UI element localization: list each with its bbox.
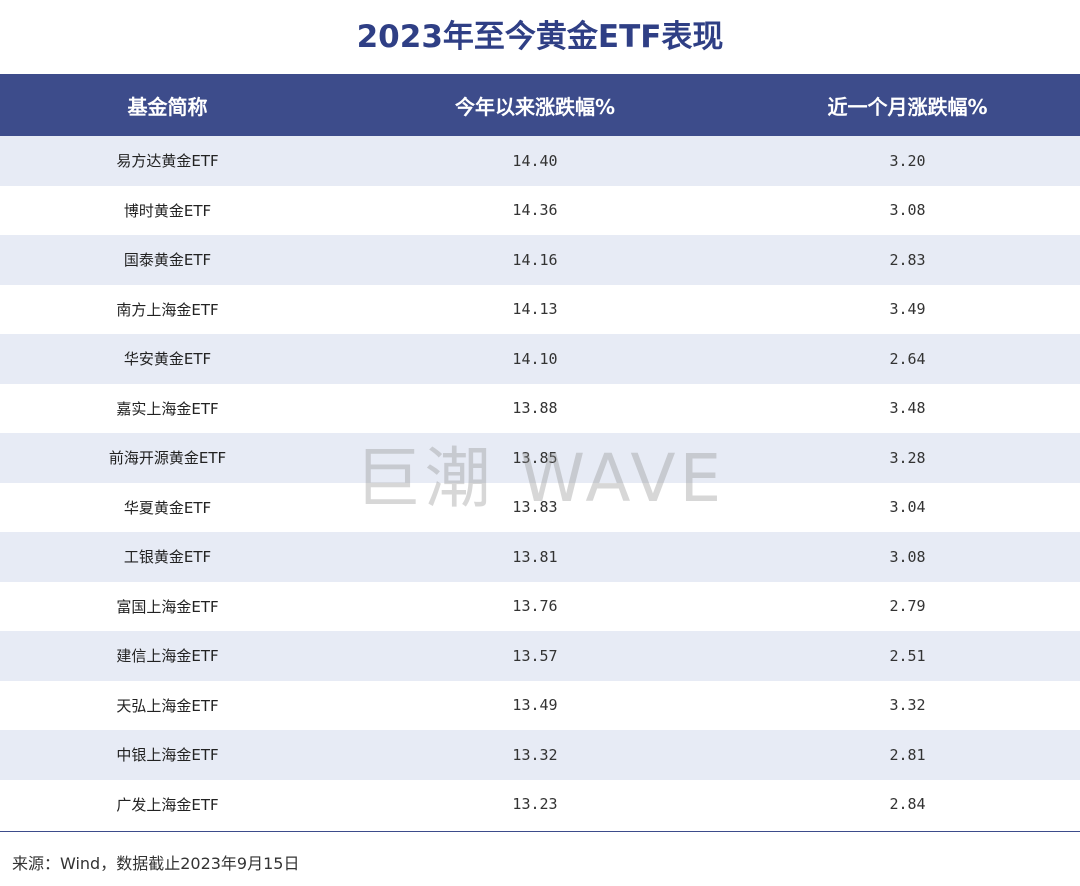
ytd-change-cell: 13.32: [512, 745, 558, 764]
table-header: 基金简称 今年以来涨跌幅% 近一个月涨跌幅%: [0, 74, 1080, 136]
month-change-cell: 2.51: [889, 646, 926, 665]
table-row: 广发上海金ETF 13.23 2.84: [0, 780, 1080, 830]
month-change-cell: 2.64: [889, 349, 926, 368]
fund-name-cell: 中银上海金ETF: [116, 746, 219, 765]
ytd-change-cell: 13.57: [512, 646, 558, 665]
header-ytd-change: 今年以来涨跌幅%: [454, 94, 616, 119]
page-title: 2023年至今黄金ETF表现: [356, 19, 724, 55]
table-body: 易方达黄金ETF 14.40 3.20 博时黄金ETF 14.36 3.08 国泰黄金ETF…: [0, 136, 1080, 829]
fund-name-cell: 华夏黄金ETF: [123, 498, 212, 517]
fund-name-cell: 天弘上海金ETF: [116, 696, 219, 715]
ytd-change-cell: 14.36: [512, 201, 558, 220]
month-change-cell: 2.84: [889, 795, 926, 814]
table-row: 中银上海金ETF 13.32 2.81: [0, 730, 1080, 780]
table-row: 建信上海金ETF 13.57 2.51: [0, 631, 1080, 681]
fund-name-cell: 建信上海金ETF: [116, 647, 219, 666]
fund-name-cell: 工银黄金ETF: [123, 548, 212, 567]
fund-name-cell: 华安黄金ETF: [123, 350, 212, 369]
table-row: 富国上海金ETF 13.76 2.79: [0, 582, 1080, 632]
table-row: 华夏黄金ETF 13.83 3.04: [0, 483, 1080, 533]
month-change-cell: 3.32: [889, 696, 926, 715]
source-note: 来源：Wind，数据截止2023年9月15日: [12, 854, 300, 873]
fund-name-cell: 广发上海金ETF: [116, 795, 219, 814]
month-change-cell: 3.28: [889, 448, 926, 467]
month-change-cell: 2.81: [889, 745, 926, 764]
ytd-change-cell: 14.40: [512, 151, 558, 170]
table-row: 天弘上海金ETF 13.49 3.32: [0, 681, 1080, 731]
ytd-change-cell: 13.76: [512, 597, 558, 616]
table-row: 嘉实上海金ETF 13.88 3.48: [0, 384, 1080, 434]
ytd-change-cell: 13.83: [512, 498, 558, 517]
month-change-cell: 3.04: [889, 498, 926, 517]
month-change-cell: 3.49: [889, 300, 926, 319]
header-month-change: 近一个月涨跌幅%: [827, 94, 988, 119]
month-change-cell: 3.08: [889, 547, 926, 566]
ytd-change-cell: 14.16: [512, 250, 558, 269]
header-fund-name: 基金简称: [127, 94, 208, 119]
table-row: 华安黄金ETF 14.10 2.64: [0, 334, 1080, 384]
ytd-change-cell: 13.81: [512, 547, 558, 566]
table-row: 前海开源黄金ETF 13.85 3.28: [0, 433, 1080, 483]
fund-name-cell: 南方上海金ETF: [116, 300, 219, 319]
month-change-cell: 2.79: [889, 597, 926, 616]
table-row: 博时黄金ETF 14.36 3.08: [0, 186, 1080, 236]
ytd-change-cell: 14.10: [512, 349, 558, 368]
ytd-change-cell: 13.88: [512, 399, 558, 418]
month-change-cell: 3.20: [889, 151, 926, 170]
table-bottom-divider: [0, 831, 1080, 832]
month-change-cell: 3.48: [889, 399, 926, 418]
ytd-change-cell: 13.85: [512, 448, 558, 467]
table-row: 工银黄金ETF 13.81 3.08: [0, 532, 1080, 582]
fund-name-cell: 博时黄金ETF: [123, 201, 212, 220]
table-row: 南方上海金ETF 14.13 3.49: [0, 285, 1080, 335]
fund-name-cell: 前海开源黄金ETF: [108, 449, 227, 468]
ytd-change-cell: 13.23: [512, 795, 558, 814]
fund-name-cell: 国泰黄金ETF: [123, 251, 212, 270]
ytd-change-cell: 13.49: [512, 696, 558, 715]
table-row: 易方达黄金ETF 14.40 3.20: [0, 136, 1080, 186]
etf-table: 基金简称 今年以来涨跌幅% 近一个月涨跌幅% 易方达黄金ETF 14.40 3.20…: [0, 74, 1080, 829]
month-change-cell: 3.08: [889, 201, 926, 220]
table-row: 国泰黄金ETF 14.16 2.83: [0, 235, 1080, 285]
fund-name-cell: 嘉实上海金ETF: [116, 399, 219, 418]
ytd-change-cell: 14.13: [512, 300, 558, 319]
month-change-cell: 2.83: [889, 250, 926, 269]
fund-name-cell: 富国上海金ETF: [116, 597, 219, 616]
fund-name-cell: 易方达黄金ETF: [116, 152, 219, 171]
